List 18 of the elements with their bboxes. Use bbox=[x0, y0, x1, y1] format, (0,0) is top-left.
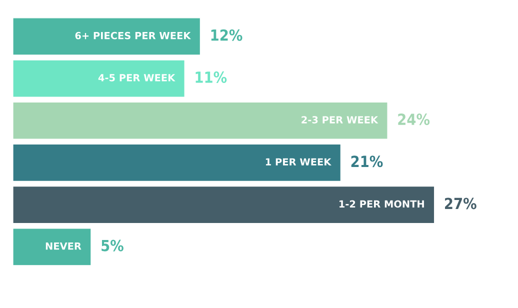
bar bbox=[12, 102, 388, 140]
data-label: 11% bbox=[196, 71, 227, 83]
bar bbox=[12, 228, 92, 266]
y-tick-label: NEVER bbox=[46, 242, 82, 250]
y-tick-label: 2-3 PER WEEK bbox=[302, 116, 378, 124]
y-tick-label: 1-2 PER MONTH bbox=[339, 200, 424, 208]
data-label: 12% bbox=[211, 29, 242, 41]
y-tick-label: 6+ PIECES PER WEEK bbox=[75, 32, 191, 40]
bar bbox=[12, 144, 342, 182]
bar bbox=[12, 18, 201, 56]
data-label: 24% bbox=[398, 114, 430, 126]
data-label: 5% bbox=[102, 240, 124, 252]
bar bbox=[12, 60, 185, 98]
y-tick-label: 1 PER WEEK bbox=[266, 158, 332, 166]
data-label: 21% bbox=[351, 156, 383, 168]
bar bbox=[12, 186, 435, 224]
y-tick-label: 4-5 PER WEEK bbox=[98, 74, 176, 82]
data-label: 27% bbox=[445, 198, 476, 210]
